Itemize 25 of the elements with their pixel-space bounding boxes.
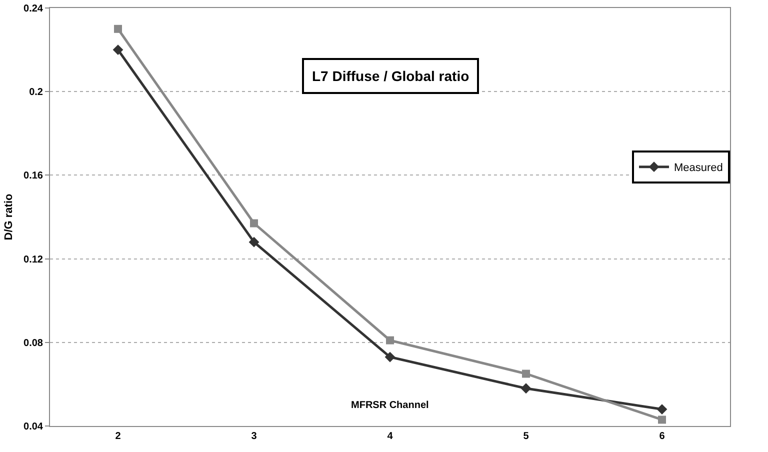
- y-tick-label: 0.24: [24, 4, 44, 14]
- x-tick-label: 6: [659, 431, 666, 442]
- y-tick-label: 0.12: [24, 254, 44, 266]
- point: [384, 352, 396, 362]
- point: [250, 219, 258, 228]
- point: [386, 336, 394, 344]
- y-axis-title: D/G ratio: [3, 193, 16, 240]
- x-tick-label: 5: [523, 431, 530, 442]
- point: [658, 416, 666, 424]
- text: L7 Diffuse / Global ratio: [312, 68, 470, 84]
- x-tick-label: 4: [387, 431, 394, 442]
- point: [248, 236, 260, 248]
- x-axis-title: MFRSR Channel: [351, 400, 429, 411]
- y-tick-label: 0.08: [24, 338, 44, 349]
- y-tick-label: 0.16: [24, 170, 44, 182]
- y-tick-label: 0.2: [29, 87, 44, 98]
- point: [520, 383, 532, 394]
- x-tick-label: 3: [251, 431, 258, 442]
- y-tick-label: 0.04: [24, 422, 44, 432]
- point: [114, 24, 122, 33]
- point: [112, 44, 124, 55]
- point: [522, 370, 530, 378]
- point: [656, 404, 668, 414]
- x-tick-label: 2: [115, 431, 122, 442]
- legend-label: Measured: [674, 162, 723, 174]
